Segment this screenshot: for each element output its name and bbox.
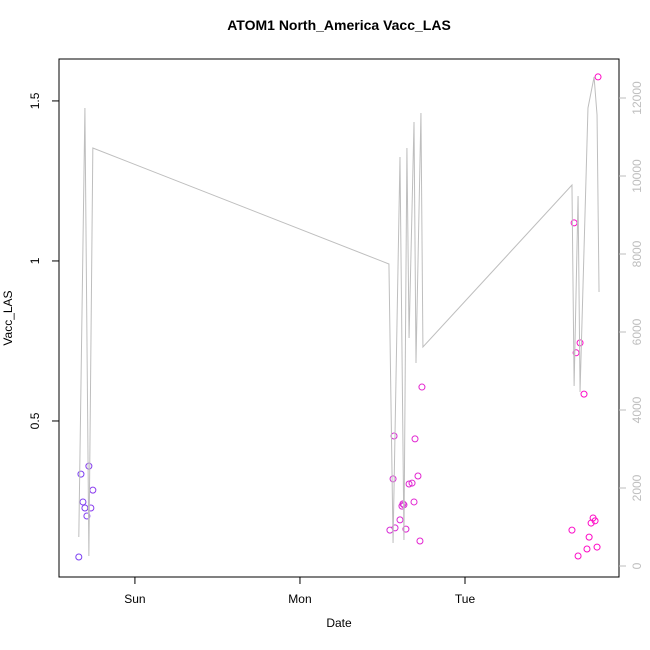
- y2-tick-label: 0: [630, 562, 644, 569]
- data-point: [89, 486, 97, 494]
- x-tick-label: Mon: [288, 592, 311, 606]
- data-point: [391, 524, 399, 532]
- data-point: [568, 526, 576, 534]
- y2-tick-label: 2000: [630, 474, 644, 501]
- y2-tick-label: 10000: [630, 159, 644, 193]
- y2-tick-label: 12000: [630, 81, 644, 115]
- data-point: [389, 475, 397, 483]
- data-point: [402, 525, 410, 533]
- data-point: [585, 533, 593, 541]
- plot-frame: [58, 58, 620, 578]
- data-point: [410, 498, 418, 506]
- y2-tick-label: 8000: [630, 240, 644, 267]
- data-point: [405, 480, 413, 488]
- data-point: [414, 472, 422, 480]
- data-point: [580, 390, 588, 398]
- data-point: [396, 516, 404, 524]
- data-point: [416, 537, 424, 545]
- chart-title: ATOM1 North_America Vacc_LAS: [227, 17, 451, 33]
- data-point: [81, 504, 89, 512]
- y-tick-label: 1: [28, 257, 42, 264]
- y-axis-label: Vacc_LAS: [1, 290, 15, 345]
- data-point: [399, 500, 407, 508]
- data-point: [583, 545, 591, 553]
- data-point: [85, 462, 93, 470]
- y-tick-label: 1.5: [28, 92, 42, 109]
- x-axis-label: Date: [326, 616, 352, 630]
- data-point: [411, 435, 419, 443]
- data-point: [87, 504, 95, 512]
- data-point: [418, 383, 426, 391]
- data-point: [408, 479, 416, 487]
- y2-tick-label: 4000: [630, 396, 644, 423]
- data-point: [594, 73, 602, 81]
- data-line: [78, 76, 600, 557]
- data-point: [591, 517, 599, 525]
- data-point: [77, 470, 85, 478]
- data-point: [75, 553, 83, 561]
- data-point: [79, 498, 87, 506]
- y2-tick-label: 6000: [630, 318, 644, 345]
- data-point: [593, 543, 601, 551]
- data-point: [83, 512, 91, 520]
- data-point: [574, 552, 582, 560]
- y-tick-label: 0.5: [28, 412, 42, 429]
- data-point: [572, 349, 580, 357]
- x-tick-label: Tue: [455, 592, 476, 606]
- x-tick-label: Sun: [124, 592, 145, 606]
